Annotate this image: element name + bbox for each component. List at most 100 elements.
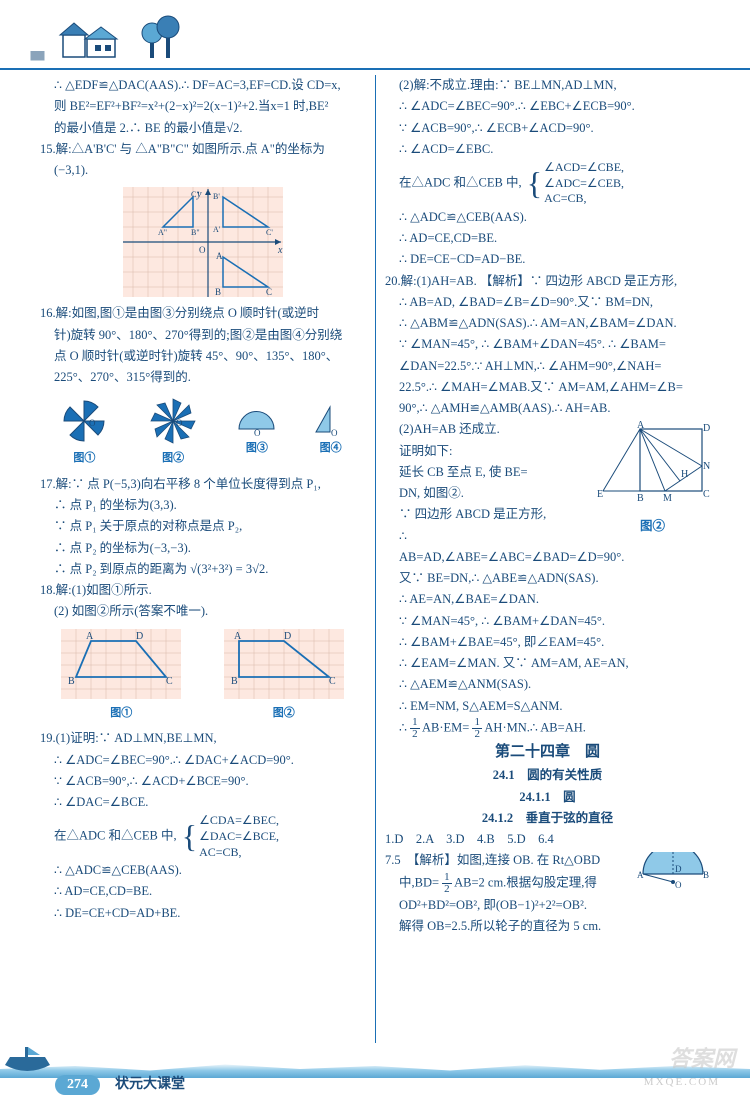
svg-text:B: B	[637, 493, 644, 504]
brace-equation: 在△ADC 和△CEB 中, { ∠ACD=∠CBE, ∠ADC=∠CEB, A…	[385, 160, 710, 207]
text-line: ∴ △ADC≌△CEB(AAS).	[40, 860, 365, 881]
text-line: ∴ 点 P₂ 的坐标为(−3,−3).	[40, 538, 365, 559]
answer-line: 1.D 2.A 3.D 4.B 5.D 6.4	[385, 829, 710, 850]
text-line: ∴ AB=AD, ∠BAD=∠B=∠D=90°.又∵ BM=DN,	[385, 292, 710, 313]
text-line: ∵ ∠MAN=45°, ∴ ∠BAM+∠DAN=45°.	[385, 611, 710, 632]
fraction-line: ∴ 12 AB·EM= 12 AH·MN.∴ AB=AH.	[385, 717, 710, 740]
svg-text:O: O	[176, 418, 183, 428]
text-line: ∴ AD=CE,CD=BE.	[385, 228, 710, 249]
tree-icon	[140, 5, 180, 60]
text-line: ∴ △ADC≌△CEB(AAS).	[385, 207, 710, 228]
svg-text:C': C'	[266, 228, 273, 237]
fig-label: 图②	[595, 516, 710, 537]
fig-label: 图②	[224, 704, 344, 723]
text-line: ∴ AD=CE,CD=BE.	[40, 881, 365, 902]
svg-text:O: O	[254, 428, 261, 438]
svg-text:A: A	[234, 631, 242, 642]
text-line: (−3,1).	[40, 160, 365, 181]
text-line: ∴ ∠DAC=∠BCE.	[40, 792, 365, 813]
svg-text:O: O	[199, 245, 206, 255]
fig-label: 图①	[57, 449, 112, 468]
svg-text:O: O	[675, 880, 682, 890]
page-footer: 274 状元大课堂 答案网 MXQE.COM	[0, 1048, 750, 1103]
chapter-title: 第二十四章 圆	[385, 740, 710, 766]
q19-line: 19.(1)证明:∵ AD⊥MN,BE⊥MN,	[40, 728, 365, 749]
fig-label: 图①	[61, 704, 181, 723]
svg-text:A: A	[637, 870, 644, 880]
page-header: ||||||||||||||	[0, 0, 750, 70]
q16-line: 16.解:如图,图①是由图③分别绕点 O 顺时针(或逆时	[40, 303, 365, 324]
text-line: ∴ ∠BAM+∠BAE=45°, 即∠EAM=45°.	[385, 632, 710, 653]
svg-text:x: x	[277, 245, 283, 256]
svg-text:C: C	[166, 676, 173, 687]
svg-text:B: B	[703, 870, 709, 880]
text-line: ∴ △AEM≌△ANM(SAS).	[385, 674, 710, 695]
section-title: 24.1 圆的有关性质	[385, 765, 710, 786]
svg-text:B: B	[68, 676, 75, 687]
text-line: ∴ △ABM≌△ADN(SAS).∴ AM=AN,∠BAM=∠DAN.	[385, 313, 710, 334]
fig-label: 图②	[146, 449, 201, 468]
q20-part2-block: A D N C M B E H 图② (2)AH=AB 还成立. 证明如下: 延…	[385, 419, 710, 525]
svg-text:N: N	[703, 461, 710, 472]
watermark: 答案网	[669, 1041, 735, 1073]
svg-text:O: O	[89, 418, 96, 428]
svg-text:A": A"	[158, 228, 167, 237]
main-content: ∴ △EDF≌△DAC(AAS).∴ DF=AC=3,EF=CD.设 CD=x,…	[40, 75, 710, 1043]
fence-deco: ||||||||||||||	[30, 50, 44, 61]
text-line: 又∵ BE=DN,∴ △ABE≌△ADN(SAS).	[385, 568, 710, 589]
q20-line: 20.解:(1)AH=AB. 【解析】∵ 四边形 ABCD 是正方形,	[385, 271, 710, 292]
svg-text:A': A'	[213, 225, 221, 234]
text-line: ∵ ∠ACB=90°,∴ ∠ACD+∠BCE=90°.	[40, 771, 365, 792]
text-line: 的最小值是 2.∴ BE 的最小值是√2.	[40, 118, 365, 139]
svg-text:C": C"	[191, 190, 200, 199]
brace-equation: 在△ADC 和△CEB 中, { ∠CDA=∠BEC, ∠DAC=∠BCE, A…	[40, 813, 365, 860]
text-line: ∴ ∠ADC=∠BEC=90°.∴ ∠DAC+∠ACD=90°.	[40, 750, 365, 771]
text-line: ∴ 点 P₂ 到原点的距离为 √(3²+3²) = 3√2.	[40, 559, 365, 580]
text-line: ∴ ∠ADC=∠BEC=90°.∴ ∠EBC+∠ECB=90°.	[385, 96, 710, 117]
q17-line: 17.解:∵ 点 P(−5,3)向右平移 8 个单位长度得到点 P₁,	[40, 474, 365, 495]
svg-text:C: C	[329, 676, 336, 687]
svg-text:B: B	[215, 287, 221, 297]
q15-line: 15.解:△A'B'C' 与 △A"B"C" 如图所示.点 A"的坐标为	[40, 139, 365, 160]
text-line: ∴ 点 P₁ 的坐标为(3,3).	[40, 495, 365, 516]
figure-15: x y O ABC A'C'B' A"B"C"	[40, 187, 365, 297]
svg-text:D: D	[675, 864, 682, 874]
text-line: ∴ DE=CE−CD=AD−BE.	[385, 249, 710, 270]
text-line: 22.5°.∴ ∠MAH=∠MAB.又∵ AM=AM,∠AHM=∠B=	[385, 377, 710, 398]
svg-text:A: A	[637, 421, 645, 431]
subsection-title: 24.1.2 垂直于弦的直径	[385, 808, 710, 829]
svg-text:B": B"	[191, 228, 200, 237]
text-line: 225°、270°、315°得到的.	[40, 367, 365, 388]
text-line: ∴ ∠ACD=∠EBC.	[385, 139, 710, 160]
text-line: ∴ EM=NM, S△AEM=S△ANM.	[385, 696, 710, 717]
fig-label: 图③	[234, 439, 279, 458]
svg-text:B': B'	[213, 192, 220, 201]
text-line: ∴ DE=CE+CD=AD+BE.	[40, 903, 365, 924]
text-line: 解得 OB=2.5.所以轮子的直径为 5 cm.	[385, 916, 710, 937]
text-line: ∴ AE=AN,∠BAE=∠DAN.	[385, 589, 710, 610]
svg-text:H: H	[681, 469, 688, 480]
text-line: 针)旋转 90°、180°、270°得到的;图②是由图④分别绕	[40, 325, 365, 346]
watermark-url: MXQE.COM	[644, 1076, 720, 1088]
boat-icon	[0, 1045, 55, 1075]
wave-deco	[0, 1063, 750, 1078]
svg-text:E: E	[597, 489, 603, 500]
svg-text:M: M	[663, 493, 672, 504]
text-line: ∴ ∠EAM=∠MAN. 又∵ AM=AM, AE=AN,	[385, 653, 710, 674]
svg-text:D: D	[136, 631, 143, 642]
text-line: 点 O 顺时针(或逆时针)旋转 45°、90°、135°、180°、	[40, 346, 365, 367]
text-line: 90°,∴ △AMH≌△AMB(AAS).∴ AH=AB.	[385, 398, 710, 419]
figure-20: A D N C M B E H 图②	[595, 421, 710, 537]
figure-7: A B C D O	[635, 852, 710, 917]
svg-text:B: B	[231, 676, 238, 687]
svg-text:A: A	[216, 251, 223, 261]
text-line: 则 BE²=EF²+BF²=x²+(2−x)²=2(x−1)²+2.当x=1 时…	[40, 96, 365, 117]
fig-label: 图④	[313, 439, 348, 458]
svg-text:C: C	[703, 489, 710, 500]
footer-title: 状元大课堂	[115, 1073, 185, 1093]
svg-text:C: C	[266, 287, 272, 297]
house-icon	[55, 15, 125, 60]
page-number: 274	[55, 1075, 100, 1095]
svg-text:D: D	[284, 631, 291, 642]
svg-text:A: A	[86, 631, 94, 642]
